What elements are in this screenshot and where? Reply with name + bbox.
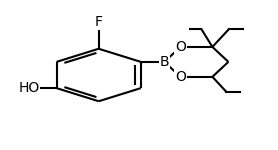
Text: B: B [160,55,169,69]
Text: O: O [175,40,186,54]
Text: F: F [95,15,103,29]
Text: HO: HO [18,81,39,95]
Text: O: O [175,70,186,84]
